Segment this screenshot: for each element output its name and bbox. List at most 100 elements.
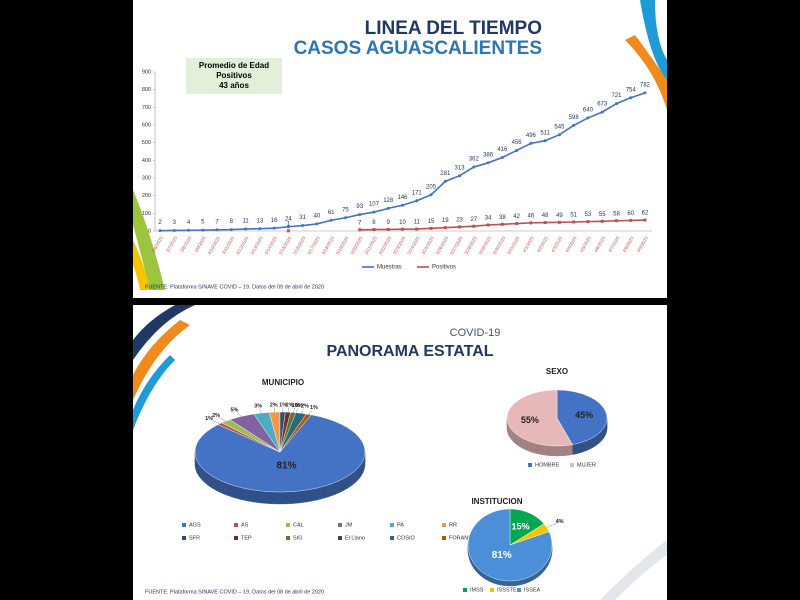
y-tick-label: 500 [142,140,151,146]
slide-top [133,0,667,298]
marker [486,223,490,227]
marker [572,220,576,224]
pie-side [242,487,247,501]
leader-line [212,420,220,424]
swoosh [640,0,667,80]
data-label: 60 [627,211,634,217]
pie-label: 1% [310,405,318,411]
marker [515,148,519,152]
pie-side [291,491,296,504]
marker [458,225,462,229]
data-label: 24 [285,216,292,222]
data-label: 2 [158,220,162,226]
y-tick-label: 800 [142,87,151,93]
marker [443,226,447,230]
data-label: 205 [426,184,437,190]
data-label: 55 [599,212,606,218]
marker [415,227,419,231]
pie-side [274,491,278,505]
pie-side [232,485,236,499]
data-label: 34 [485,216,492,222]
legend-swatch [490,588,494,592]
marker [401,227,404,231]
y-tick-label: 600 [142,122,151,128]
data-label: 416 [497,147,508,153]
marker [643,218,647,222]
marker [500,156,504,160]
legend-swatch [390,523,394,527]
legend-swatch [286,523,290,527]
data-label: 8 [230,219,234,225]
legend-label: JM [345,522,353,528]
marker [529,221,533,225]
marker [429,226,433,230]
marker [586,220,590,224]
data-label: 23 [456,218,463,224]
marker [529,141,533,145]
leader-line [546,522,558,528]
annotation: 43 años [219,81,249,90]
marker [301,224,305,228]
pie-label: 2% [212,413,220,419]
legend-label: MUJER [577,462,596,468]
data-label: 75 [342,207,349,213]
pie-side [325,484,329,499]
source: FUENTE. Plataforma SINAVE COVID – 19. Da… [145,284,324,290]
marker [272,226,276,230]
data-label: 673 [597,102,608,108]
pie-slice [467,508,553,582]
y-tick-label: 200 [142,193,151,199]
legend-label: RR [449,522,457,528]
data-label: 146 [397,195,408,201]
legend-label: El Llano [345,535,365,541]
marker [286,229,290,233]
data-label: 128 [383,198,394,204]
legend-swatch [182,523,186,527]
leader-line [308,409,313,415]
pie-title: SEXO [546,367,568,376]
data-label: 313 [455,165,466,171]
legend-swatch [463,588,467,592]
marker [386,206,390,210]
legend-label: Positivos [432,265,456,271]
legend-label: SIG [293,535,302,541]
legend-swatch [442,523,446,527]
leader-line [273,407,275,413]
data-label: 171 [412,190,423,196]
pie-side [271,491,275,505]
data-label: 40 [314,214,321,220]
marker [472,165,476,169]
swoosh [133,190,165,290]
marker [358,228,362,232]
pie-label: 1% [279,402,287,408]
pie-side [303,489,307,503]
marker [172,228,176,232]
pie-label: 1% [285,402,293,408]
pie-side [330,483,333,497]
data-label: 8 [372,220,376,226]
marker [372,228,376,232]
data-label: 386 [483,152,494,158]
leader-line [236,411,242,417]
pie-slice [506,389,573,447]
pie-side [240,487,244,501]
legend-swatch [286,536,290,540]
data-label: 598 [569,115,580,121]
legend-swatch [234,536,238,540]
legend-label: HOMBRE [535,462,559,468]
data-label: 42 [513,214,520,220]
data-label: 31 [299,215,306,221]
pie-side [322,485,326,499]
data-label: 13 [257,218,264,224]
pie-label: 45% [575,410,593,420]
legend-label: TEP [241,535,252,541]
data-label: 9 [387,220,391,226]
marker [600,219,604,223]
pie-side [227,483,231,497]
legend-swatch [528,463,532,467]
swoosh [625,35,667,110]
leader-line [259,408,262,414]
marker [600,110,604,114]
data-label: 1 [287,221,291,227]
